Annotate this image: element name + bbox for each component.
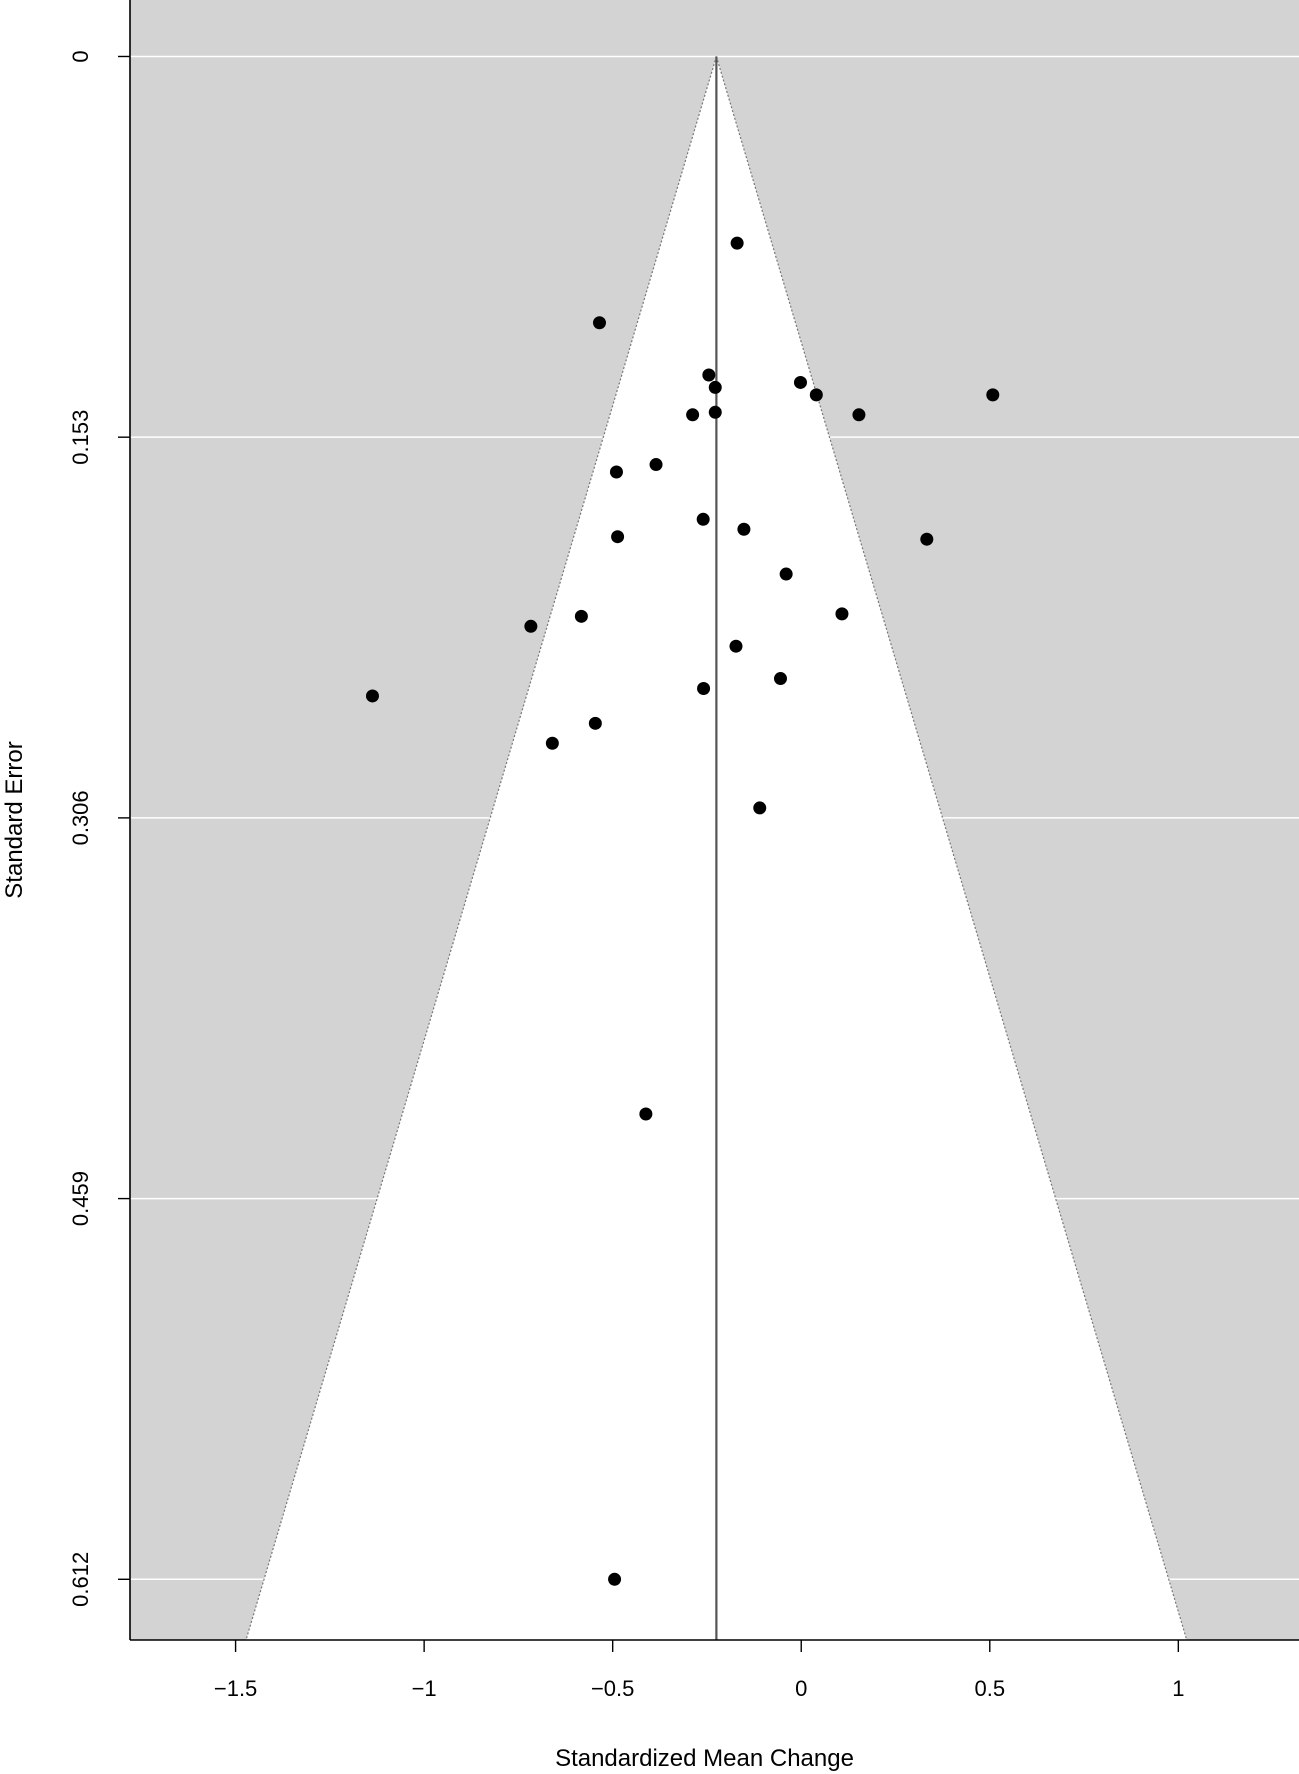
x-tick-label: −0.5	[591, 1676, 634, 1701]
study-point	[793, 375, 807, 389]
study-point	[737, 522, 751, 536]
study-point	[611, 530, 625, 544]
funnel-right-edge	[715, 56, 1188, 1641]
study-point	[574, 609, 588, 623]
x-axis-ticks: −1.5 −1 −0.5 0 0.5 1	[214, 1640, 1184, 1701]
y-tick-label: 0.153	[68, 410, 93, 465]
study-point	[639, 1107, 653, 1121]
study-point	[545, 736, 559, 750]
x-tick-label: 0	[795, 1676, 807, 1701]
y-tick-label: 0.612	[68, 1552, 93, 1607]
study-point	[986, 388, 1000, 402]
y-tick-label: 0.306	[68, 790, 93, 845]
study-point	[920, 532, 934, 546]
study-point	[696, 512, 710, 526]
x-tick-label: −1	[412, 1676, 437, 1701]
study-point	[730, 236, 744, 250]
study-point	[649, 458, 663, 472]
axes	[129, 0, 1299, 1641]
x-tick-label: 1	[1172, 1676, 1184, 1701]
study-point	[697, 681, 711, 695]
x-axis-title: Standardized Mean Change	[555, 1745, 854, 1772]
study-point	[779, 567, 793, 581]
study-point	[609, 465, 623, 479]
y-tick-label: 0.459	[68, 1171, 93, 1226]
study-point	[708, 380, 722, 394]
x-tick-label: −1.5	[214, 1676, 257, 1701]
study-point	[835, 607, 849, 621]
study-point	[524, 619, 538, 633]
study-point	[708, 405, 722, 419]
study-point	[702, 368, 716, 382]
study-point	[588, 716, 602, 730]
study-point	[852, 408, 866, 422]
study-point	[809, 388, 823, 402]
study-point	[686, 408, 700, 422]
study-point	[365, 689, 379, 703]
y-axis-ticks: 0 0.153 0.306 0.459 0.612	[68, 50, 130, 1607]
study-point	[773, 672, 787, 686]
funnel-left-edge	[245, 56, 717, 1641]
study-point	[729, 639, 743, 653]
study-point	[753, 801, 767, 815]
y-axis-title: Standard Error	[1, 741, 28, 898]
study-points	[365, 236, 1000, 1586]
y-tick-label: 0	[68, 50, 93, 62]
x-tick-label: 0.5	[974, 1676, 1005, 1701]
study-point	[592, 316, 606, 330]
study-point	[608, 1572, 622, 1586]
